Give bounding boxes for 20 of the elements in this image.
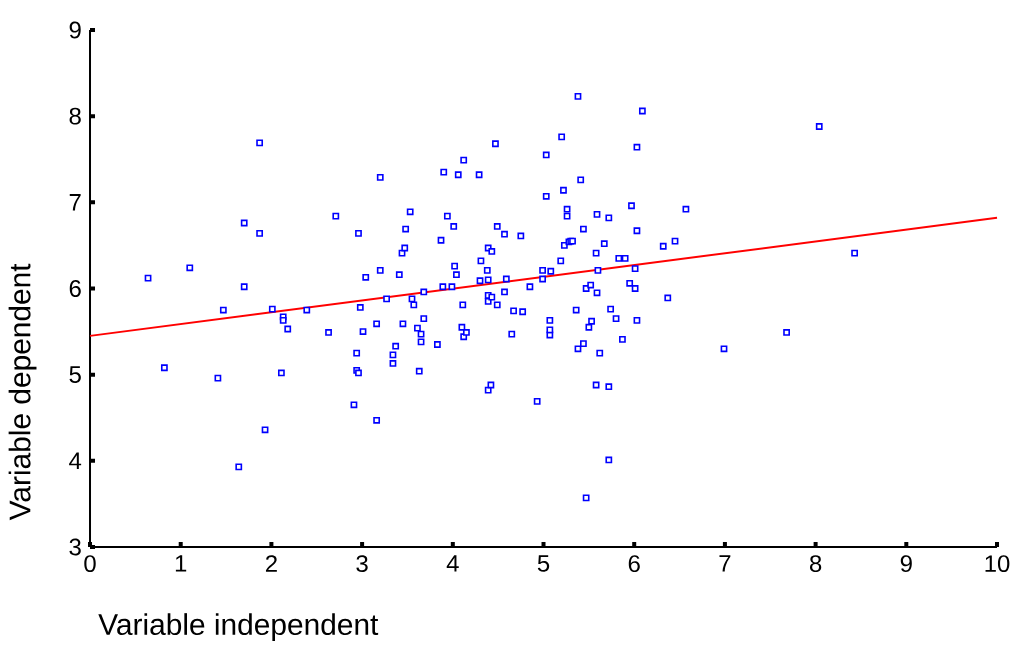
y-tick-label: 9 <box>69 21 81 39</box>
y-tick-label: 4 <box>69 452 82 470</box>
x-axis-title: Variable independent <box>98 613 379 642</box>
x-tick-label: 0 <box>84 555 96 573</box>
x-tick-label: 10 <box>985 555 1010 573</box>
y-tick-label: 6 <box>69 280 81 297</box>
x-tick-label: 7 <box>719 555 731 572</box>
x-tick-label: 3 <box>356 555 368 573</box>
y-tick-label: 7 <box>69 194 81 211</box>
x-tick-label: 5 <box>537 555 550 572</box>
x-tick-label: 8 <box>809 555 822 573</box>
x-tick-label: 2 <box>265 555 277 572</box>
x-tick-label: 1 <box>175 555 187 572</box>
x-tick-label: 6 <box>628 555 640 573</box>
y-tick-label: 3 <box>69 538 81 556</box>
x-tick-label: 4 <box>446 555 459 572</box>
x-tick-label: 9 <box>900 555 912 573</box>
y-tick-label: 5 <box>69 366 81 383</box>
y-axis-title: Variable dependent <box>8 263 37 521</box>
y-tick-label: 8 <box>69 107 81 125</box>
